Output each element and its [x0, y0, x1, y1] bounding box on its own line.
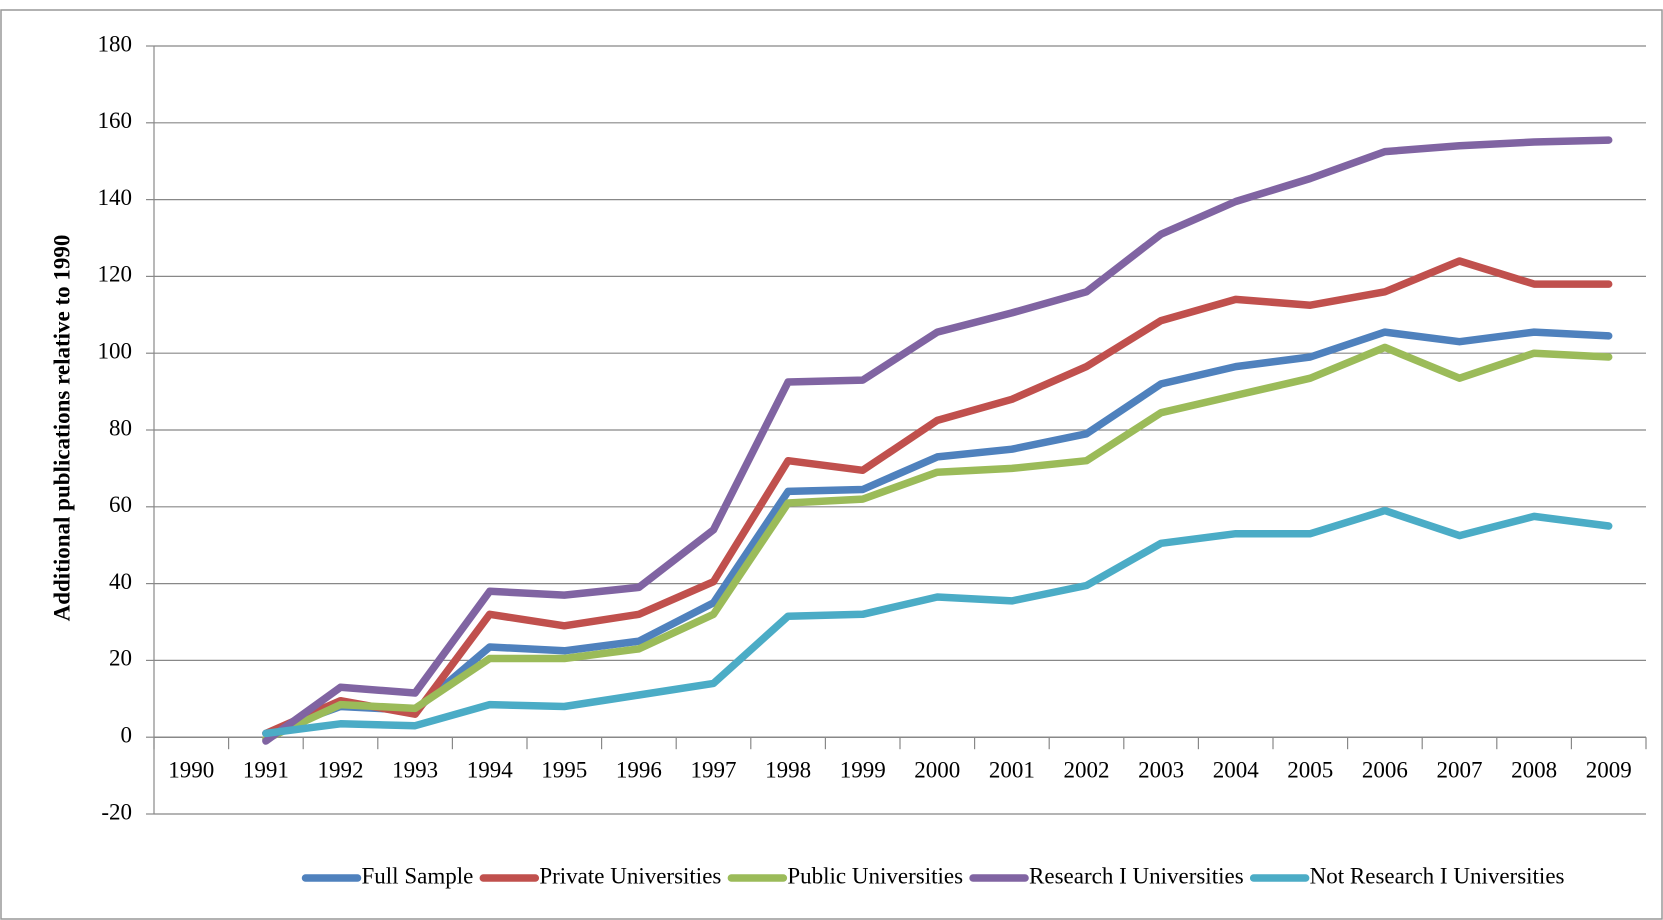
x-tick-label: 2006 — [1362, 757, 1408, 782]
y-tick-label: 80 — [109, 415, 132, 440]
y-axis-label: Additional publications relative to 1990 — [49, 235, 74, 622]
series-line — [262, 343, 1613, 743]
x-tick-label: 2002 — [1064, 757, 1110, 782]
legend-label: Full Sample — [362, 863, 474, 888]
y-tick-label: 0 — [121, 722, 133, 747]
x-tick-label: 2000 — [914, 757, 960, 782]
y-tick-label: -20 — [101, 799, 132, 824]
x-tick-label: 2004 — [1213, 757, 1260, 782]
x-tick-label: 2001 — [989, 757, 1035, 782]
series-line — [262, 257, 1613, 738]
legend-label: Private Universities — [539, 863, 721, 888]
y-tick-label: 140 — [98, 185, 133, 210]
series-line — [262, 328, 1613, 738]
y-tick-label: 120 — [98, 262, 133, 287]
chart-frame — [0, 9, 1663, 920]
y-tick-label: 60 — [109, 492, 132, 517]
x-tick-label: 2009 — [1586, 757, 1632, 782]
series-line — [262, 506, 1613, 738]
y-tick-label: 20 — [109, 646, 132, 671]
legend-label: Research I Universities — [1029, 863, 1244, 888]
x-tick-label: 1997 — [691, 757, 737, 782]
x-tick-label: 1994 — [467, 757, 514, 782]
series-line — [262, 136, 1613, 745]
x-tick-label: 2005 — [1287, 757, 1333, 782]
y-tick-label: 100 — [98, 338, 133, 363]
legend-label: Public Universities — [787, 863, 963, 888]
y-tick-label: 40 — [109, 569, 132, 594]
y-tick-label: 160 — [98, 108, 133, 133]
x-tick-label: 1996 — [616, 757, 662, 782]
x-tick-label: 2003 — [1138, 757, 1184, 782]
x-tick-label: 1993 — [392, 757, 438, 782]
x-tick-label: 1991 — [243, 757, 289, 782]
x-tick-label: 1995 — [541, 757, 587, 782]
x-tick-label: 2008 — [1511, 757, 1557, 782]
x-tick-label: 1990 — [168, 757, 214, 782]
x-tick-label: 1992 — [318, 757, 364, 782]
legend-label: Not Research I Universities — [1310, 863, 1565, 888]
x-tick-label: 1998 — [765, 757, 811, 782]
y-tick-label: 180 — [98, 31, 133, 56]
x-tick-label: 1999 — [840, 757, 886, 782]
x-tick-label: 2007 — [1437, 757, 1483, 782]
